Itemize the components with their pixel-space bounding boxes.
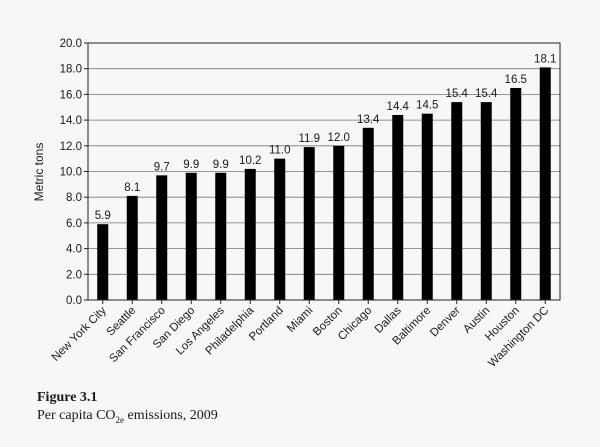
bar (392, 114, 404, 301)
x-tick-label: New York City (50, 304, 109, 363)
y-tick-label: 18.0 (60, 64, 82, 76)
bar (126, 195, 138, 300)
data-label: 10.2 (239, 155, 261, 167)
y-tick-label: 0.0 (66, 295, 82, 307)
bar (303, 147, 315, 300)
data-label: 16.5 (505, 74, 527, 86)
data-label: 13.4 (357, 114, 380, 126)
data-label: 9.9 (213, 159, 229, 171)
data-label: 11.0 (269, 145, 291, 157)
figure-label: Figure 3.1 (37, 390, 98, 405)
bar (480, 102, 492, 300)
x-tick-label: Denver (428, 305, 463, 340)
data-label: 12.0 (328, 132, 350, 144)
bar (510, 87, 522, 300)
data-label: 18.1 (534, 53, 556, 65)
bar (185, 172, 197, 300)
value-labels: 5.9 8.1 9.7 9.9 9.9 10.2 11.0 11.9 12.0 13.4 14.4 1… (95, 53, 557, 222)
y-tick-labels: 0.0 2.0 4.0 6.0 8.0 10.0 12.0 14.0 16.0 18.0 20.0 (60, 38, 82, 307)
caption-text-main: Per capita CO (37, 408, 116, 423)
y-tick-label: 12.0 (60, 141, 82, 153)
y-tick-label: 6.0 (66, 218, 82, 230)
data-label: 14.4 (387, 101, 410, 113)
bar (274, 158, 286, 300)
data-label: 5.9 (95, 210, 111, 222)
bar (215, 172, 227, 300)
y-tick-label: 10.0 (60, 167, 82, 179)
data-label: 9.7 (154, 161, 170, 173)
axes (84, 42, 561, 304)
bar (362, 127, 374, 300)
data-label: 9.9 (183, 159, 199, 171)
bar (156, 175, 168, 300)
y-tick-label: 4.0 (66, 244, 82, 256)
figure-caption: Per capita CO2e emissions, 2009 (37, 408, 218, 425)
bar (451, 102, 463, 300)
bar (97, 224, 109, 300)
bars (97, 67, 551, 301)
data-label: 14.5 (416, 100, 438, 112)
data-label: 8.1 (124, 182, 140, 194)
data-label: 15.4 (446, 88, 469, 100)
data-label: 15.4 (475, 88, 498, 100)
plot-frame (87, 42, 561, 301)
bar (421, 113, 433, 300)
caption-text-end: emissions, 2009 (124, 408, 218, 423)
bar (333, 145, 345, 300)
y-tick-label: 14.0 (60, 115, 82, 127)
y-tick-label: 8.0 (66, 192, 82, 204)
data-label: 11.9 (298, 133, 320, 145)
y-tick-label: 20.0 (60, 38, 82, 50)
bar (244, 168, 256, 300)
bar (539, 67, 551, 300)
y-tick-label: 16.0 (60, 89, 82, 101)
caption-subscript: 2e (115, 414, 125, 425)
y-tick-label: 2.0 (66, 269, 82, 281)
y-axis-title: Metric tons (32, 143, 46, 202)
